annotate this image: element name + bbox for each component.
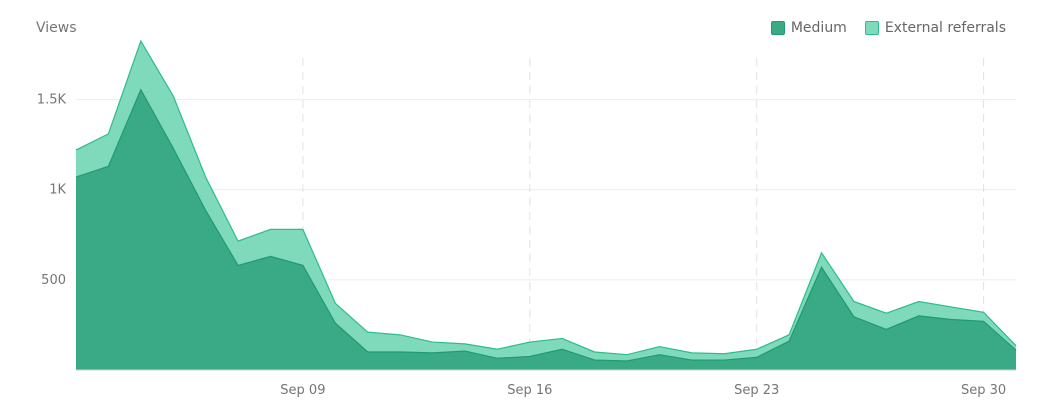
area-medium (76, 89, 1016, 370)
line-medium (75, 88, 1017, 362)
legend-item-medium[interactable]: Medium (770, 20, 847, 36)
y-axis-label: Views (36, 20, 77, 36)
axis-layer: 500 1K 1.5K Sep 09 Sep 16 Sep 23 Sep 30 (37, 93, 1016, 398)
line-external-referrals (75, 39, 1017, 356)
x-tick-label: Sep 09 (280, 383, 325, 398)
y-tick-label: 1.5K (37, 93, 67, 108)
legend-swatch-medium (770, 21, 785, 35)
legend-label-medium: Medium (790, 20, 847, 36)
y-tick-label: 1K (49, 183, 66, 198)
x-tick-label: Sep 30 (961, 383, 1006, 398)
x-tick-label: Sep 23 (734, 383, 779, 398)
x-tick-label: Sep 16 (507, 383, 552, 398)
legend-label-external-referrals: External referrals (884, 20, 1006, 36)
area-layer (75, 39, 1017, 370)
legend: Medium External referrals (770, 20, 1006, 36)
legend-item-external-referrals[interactable]: External referrals (864, 20, 1006, 36)
legend-swatch-external-referrals (864, 21, 879, 35)
y-tick-label: 500 (41, 273, 66, 288)
